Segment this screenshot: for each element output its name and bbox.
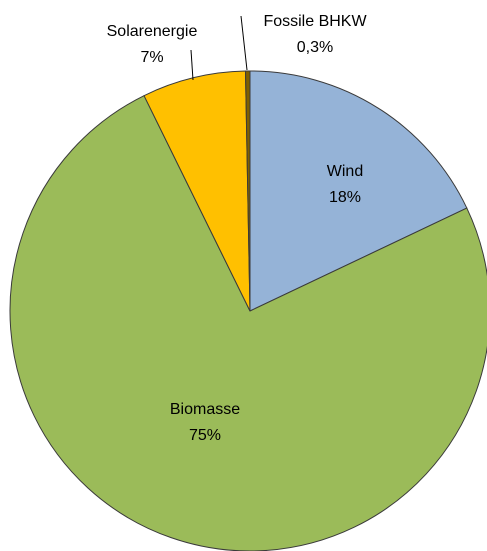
slice-value-label: 0,3%: [297, 39, 333, 56]
labels: Wind 18% Biomasse 75% Solarenergie 7% Fossile …: [107, 13, 368, 444]
slice-value-label: 75%: [189, 427, 221, 444]
pie: [9, 70, 487, 551]
slice-label: Wind: [327, 163, 363, 180]
slice-value-label: 18%: [329, 189, 361, 206]
pie-slice: [143, 70, 251, 312]
slice-label: Fossile BHKW: [263, 13, 367, 30]
slice-value-label: 7%: [140, 49, 163, 66]
pie-slice: [249, 70, 468, 312]
pie-slice: [244, 70, 251, 312]
pie-slice: [9, 94, 487, 551]
leader-line: [190, 49, 194, 81]
slice-label: Biomasse: [170, 401, 240, 418]
leader-line: [240, 15, 248, 71]
slice-label: Solarenergie: [107, 23, 198, 40]
